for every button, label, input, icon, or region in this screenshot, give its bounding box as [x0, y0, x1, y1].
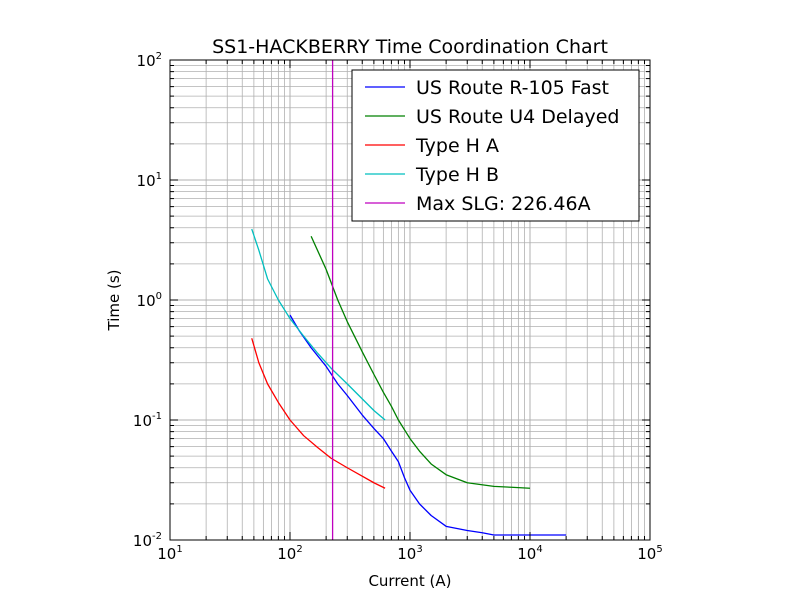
- chart-title: SS1-HACKBERRY Time Coordination Chart: [212, 36, 608, 58]
- y-tick-label: 102: [137, 51, 162, 70]
- series-layer: [251, 60, 567, 540]
- series-line-3: [251, 338, 386, 489]
- y-axis-label: Time (s): [105, 270, 123, 332]
- legend: US Route R-105 Fast US Route U4 Delayed Ty…: [351, 69, 640, 222]
- x-tick-label: 102: [277, 544, 302, 563]
- x-tick-label: 103: [397, 544, 422, 563]
- legend-label: US Route U4 Delayed: [416, 106, 619, 128]
- series-line-2: [310, 235, 531, 489]
- y-tick-label: 101: [137, 171, 162, 190]
- x-tick-label: 105: [637, 544, 662, 563]
- series-line-1: [289, 314, 567, 536]
- y-tick-label: 10-2: [133, 531, 162, 550]
- legend-label: Type H B: [415, 164, 499, 186]
- legend-label: Max SLG: 226.46A: [416, 193, 591, 215]
- y-tick-label: 100: [137, 291, 162, 310]
- x-tick-label: 101: [157, 544, 182, 563]
- legend-label: Type H A: [415, 135, 499, 157]
- x-tick-label: 104: [517, 544, 542, 563]
- legend-label: US Route R-105 Fast: [416, 77, 609, 99]
- y-tick-labels: 10-2 10-1 100 101 102: [133, 51, 162, 550]
- x-axis-label: Current (A): [368, 572, 451, 590]
- x-tick-labels: 101 102 103 104 105: [157, 544, 662, 563]
- series-line-4: [251, 228, 386, 421]
- axis-ticks: [169, 59, 651, 541]
- y-tick-label: 10-1: [133, 411, 162, 430]
